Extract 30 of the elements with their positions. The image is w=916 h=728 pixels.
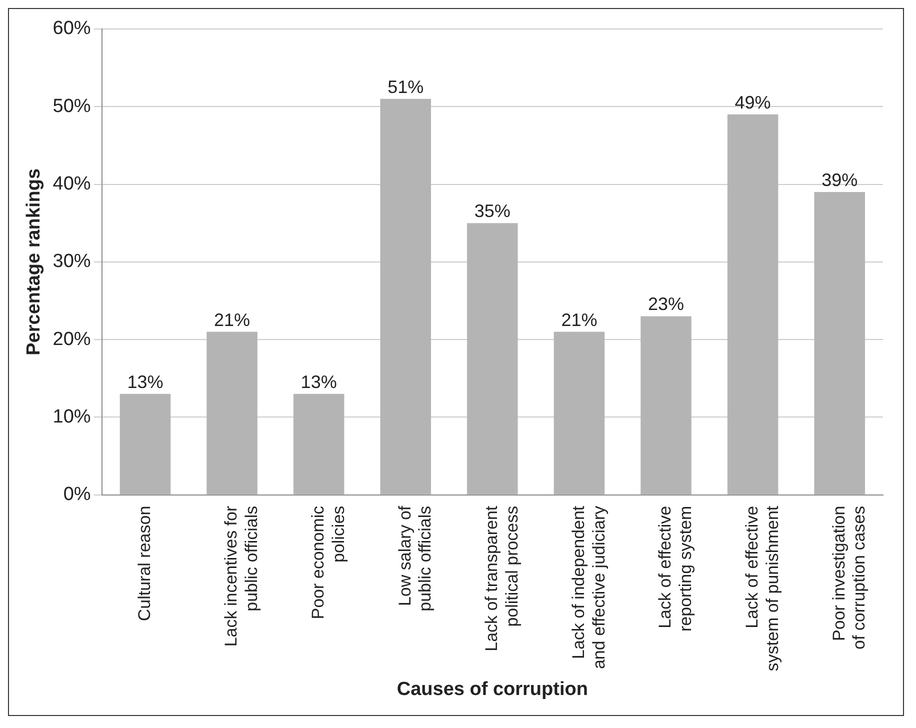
y-tick-label: 40% bbox=[52, 174, 91, 195]
data-label: 23% bbox=[648, 294, 684, 314]
bar bbox=[554, 332, 605, 494]
y-axis-title: Percentage rankings bbox=[24, 168, 45, 356]
x-axis-title: Causes of corruption bbox=[396, 678, 588, 700]
y-tick-label: 60% bbox=[52, 18, 91, 40]
bar bbox=[293, 394, 344, 494]
data-label: 13% bbox=[300, 372, 337, 392]
bar bbox=[120, 394, 171, 494]
data-label: 51% bbox=[388, 76, 424, 97]
bar bbox=[467, 223, 518, 494]
data-label: 13% bbox=[127, 372, 164, 392]
y-tick-label: 20% bbox=[52, 328, 91, 350]
bar bbox=[206, 332, 258, 494]
data-label: 21% bbox=[214, 310, 250, 330]
y-tick-label: 30% bbox=[52, 251, 91, 272]
data-label: 35% bbox=[474, 201, 510, 222]
data-label: 39% bbox=[822, 170, 858, 190]
y-tick-label: 0% bbox=[63, 484, 91, 506]
bar bbox=[640, 316, 692, 494]
y-tick-label: 10% bbox=[52, 406, 91, 428]
x-tick-label: Poor economic policies bbox=[308, 505, 348, 620]
y-tick-label: 50% bbox=[52, 96, 91, 117]
data-label: 49% bbox=[734, 92, 771, 112]
x-tick-label: Cultural reason bbox=[134, 506, 154, 622]
bar bbox=[380, 98, 432, 494]
x-tick-label: Lack incentives for public officials bbox=[222, 506, 262, 647]
bar bbox=[727, 114, 778, 494]
data-label: 21% bbox=[561, 310, 598, 330]
bar bbox=[814, 192, 865, 494]
